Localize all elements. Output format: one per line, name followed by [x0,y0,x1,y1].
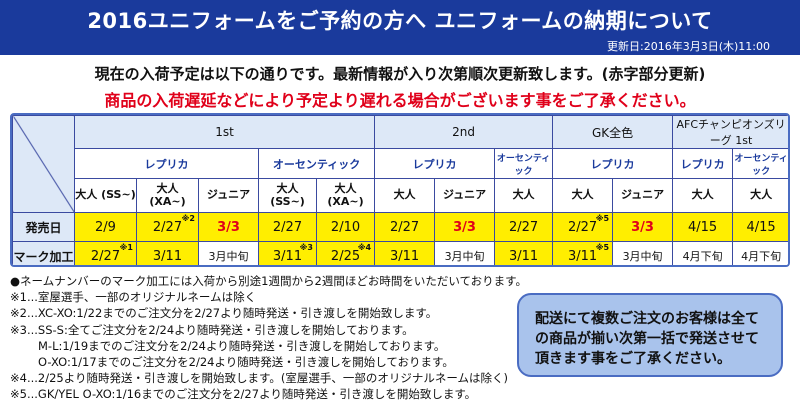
mark-cell: 4月下旬 [732,241,788,265]
row-label-mark: マーク加工 [12,241,75,265]
variant-header: 大人 [494,178,554,213]
variant-header: 大人 (XA~) [136,178,199,213]
release-cell: 2/27 ※5 [552,212,614,242]
variant-header: 大人 (XA~) [315,178,376,213]
release-cell: 3/3 [198,212,259,242]
subgroup-gk-replica: レプリカ [552,148,674,179]
variant-header: ジュニア [612,178,674,213]
release-cell: 2/10 [315,212,376,242]
footnote-ref: ※2 [181,214,195,223]
mark-cell: 3月中旬 [434,241,496,265]
subgroup-2nd-authentic: オーセンティック [494,148,554,179]
note-line: O-XO:1/17までのご注文分を2/24より随時発送・引き渡しを開始しておりま… [38,355,454,370]
mark-cell: 4月下旬 [672,241,734,265]
table-corner [12,115,75,213]
mark-cell: 2/27 ※1 [74,241,137,265]
footnote-ref: ※1 [119,243,133,252]
page-title: 2016ユニフォームをご予約の方へ ユニフォームの納期について [87,9,713,33]
release-cell: 4/15 [732,212,788,242]
mark-cell: 2/25 ※4 [315,241,376,265]
footnotes: ●ネームナンバーのマーク加工には入荷から別途1週間から2週間ほどお時間をいただい… [10,273,530,403]
updated-date: 更新日:2016年3月3日(木)11:00 [607,40,770,53]
delay-warning: 商品の入荷遅延などにより予定より遅れる場合がございます事をご了承ください。 [104,91,696,110]
footnote-ref: ※5 [595,243,610,252]
release-cell: 3/3 [434,212,496,242]
variant-header: 大人 (SS~) [74,178,137,213]
release-cell: 2/27 [374,212,436,242]
mark-cell: 3/11 ※3 [258,241,317,265]
notice-line: 頂きます事をご了承ください。 [535,351,731,367]
subgroup-2nd-replica: レプリカ [374,148,496,179]
variant-header: 大人 [732,178,788,213]
release-cell: 3/3 [612,212,674,242]
mark-cell: 3月中旬 [612,241,674,265]
group-header-1st: 1st [73,115,376,149]
variant-header: 大人 (SS~) [258,178,317,213]
release-cell: 4/15 [672,212,734,242]
variant-header: 大人 [374,178,436,213]
notice-line: 配送にて複数ご注文のお客様は全て [535,311,759,327]
note-line: ※5...GK/YEL O-XO:1/16までのご注文分を2/27より随時発送・… [10,387,477,402]
group-header-afc: AFCチャンピオンズリーグ 1st [672,115,788,149]
note-line: ※3...SS-S:全てご注文分を2/24より随時発送・引き渡しを開始しておりま… [10,322,414,337]
page-header: 2016ユニフォームをご予約の方へ ユニフォームの納期について 更新日:2016… [0,0,800,55]
row-label-release: 発売日 [12,212,75,242]
subgroup-afc-authentic: オーセンティック [732,148,788,179]
footnote-ref: ※3 [299,243,313,252]
release-cell: 2/9 [74,212,137,242]
note-line: M-L:1/19までのご注文分を2/24より随時発送・引き渡しを開始しております… [38,338,446,353]
mark-cell: 3月中旬 [198,241,259,265]
mark-cell: 3/11 [494,241,554,265]
footnote-ref: ※5 [595,214,610,223]
mark-cell: 3/11 [136,241,199,265]
variant-header: ジュニア [434,178,496,213]
note-line: ※2...XC-XO:1/22までのご注文分を2/27より随時発送・引き渡しを開… [10,306,438,321]
subgroup-afc-replica: レプリカ [672,148,734,179]
variant-header: 大人 [552,178,614,213]
shipping-notice: 配送にて複数ご注文のお客様は全て の商品が揃い次第一括で発送させて 頂きます事を… [517,293,783,377]
mark-cell: 3/11 ※5 [552,241,614,265]
group-header-gk: GK全色 [552,115,674,149]
variant-header: 大人 [672,178,734,213]
note-line: ※4...2/25より随時発送・引き渡しを開始致します。(室屋選手、一部のオリジ… [10,371,508,386]
delivery-schedule-table: 1st 2nd GK全色 AFCチャンピオンズリーグ 1st レプリカ オーセン… [10,113,790,267]
intro-text: 現在の入荷予定は以下の通りです。最新情報が入り次第順次更新致します。(赤字部分更… [94,65,706,83]
release-cell: 2/27 [494,212,554,242]
release-cell: 2/27 [258,212,317,242]
note-line: ●ネームナンバーのマーク加工には入荷から別途1週間から2週間ほどお時間をいただい… [10,274,527,288]
footnote-ref: ※4 [357,243,372,252]
release-cell: 2/27 ※2 [136,212,199,242]
group-header-2nd: 2nd [374,115,554,149]
mark-cell: 3/11 [374,241,436,265]
subgroup-1st-authentic: オーセンティック [257,148,376,179]
subgroup-1st-replica: レプリカ [74,148,259,179]
note-line: ※1...室屋選手、一部のオリジナルネームは除く [10,290,257,305]
variant-header: ジュニア [198,178,259,213]
notice-line: の商品が揃い次第一括で発送させて [535,331,759,347]
